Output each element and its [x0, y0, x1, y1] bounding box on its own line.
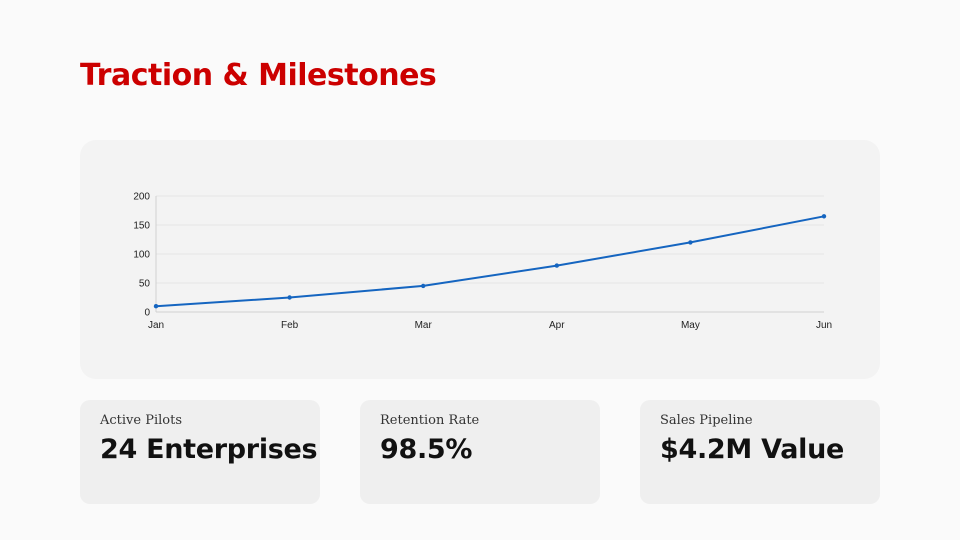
- x-tick-label: Jun: [816, 320, 832, 331]
- chart-card: 0 50 100 150 200 Jan Feb Mar Apr May Jun: [80, 140, 880, 379]
- x-tick-label: Feb: [281, 320, 299, 331]
- x-axis-ticks: Jan Feb Mar Apr May Jun: [148, 320, 832, 331]
- metric-value: $4.2M Value: [660, 434, 845, 465]
- metric-label: Sales Pipeline: [660, 413, 753, 428]
- x-tick-label: Jan: [148, 320, 164, 331]
- axes: [155, 196, 824, 313]
- line-chart: 0 50 100 150 200 Jan Feb Mar Apr May Jun: [133, 192, 832, 332]
- data-point: [554, 263, 559, 268]
- grid-lines: [156, 195, 824, 284]
- data-point: [421, 283, 426, 289]
- series-layer: [153, 214, 827, 309]
- page-title: Traction & Milestones: [80, 58, 437, 93]
- y-tick-label: 200: [133, 192, 150, 203]
- y-tick-label: 50: [139, 279, 151, 290]
- metric-card-sales-pipeline: Sales Pipeline $4.2M Value: [640, 400, 880, 504]
- x-tick-label: May: [681, 320, 700, 331]
- y-tick-label: 150: [133, 221, 150, 232]
- metric-value: 98.5%: [380, 434, 473, 465]
- data-point: [153, 304, 159, 309]
- metric-label: Retention Rate: [380, 413, 480, 428]
- metric-value: 24 Enterprises: [100, 434, 318, 465]
- data-point: [821, 214, 827, 219]
- metric-card-active-pilots: Active Pilots 24 Enterprises: [80, 400, 320, 504]
- metric-label: Active Pilots: [100, 413, 183, 428]
- y-tick-label: 100: [133, 250, 150, 261]
- data-point: [688, 240, 693, 245]
- x-tick-label: Apr: [549, 320, 565, 331]
- data-point: [287, 295, 292, 300]
- y-axis-ticks: 0 50 100 150 200: [133, 192, 150, 319]
- series-line: [155, 215, 825, 308]
- y-tick-label: 0: [144, 308, 150, 319]
- metric-card-retention-rate: Retention Rate 98.5%: [360, 400, 600, 504]
- x-tick-label: Mar: [415, 320, 433, 331]
